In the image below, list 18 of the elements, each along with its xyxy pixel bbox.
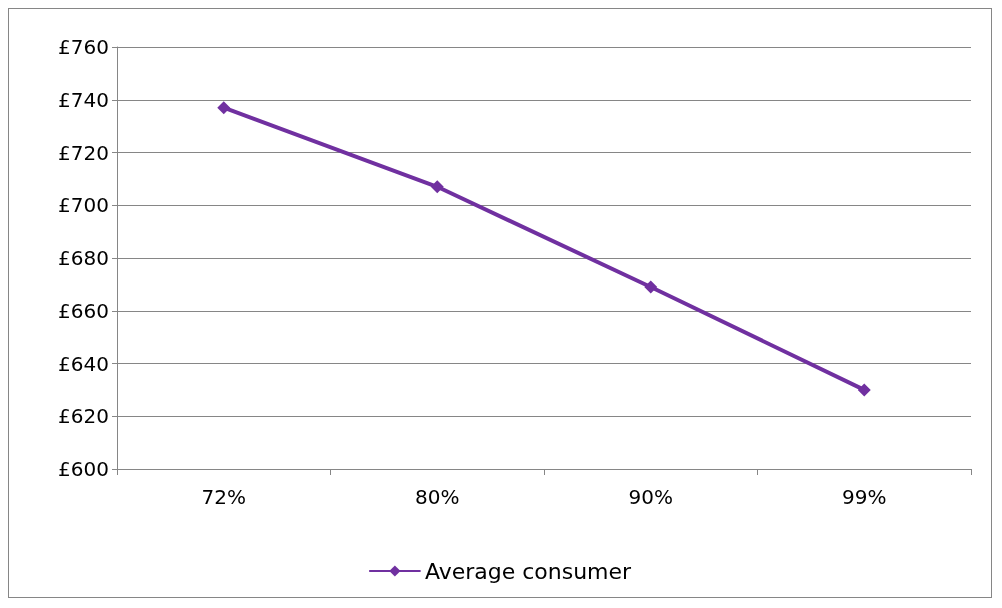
- x-tick-label: 80%: [415, 485, 460, 509]
- point: [217, 101, 231, 115]
- point: [430, 180, 444, 194]
- y-tick-label: £660: [58, 298, 109, 323]
- y-tick-label: £720: [58, 140, 109, 165]
- y-tick-label: £620: [58, 404, 109, 429]
- x-tick-label: 90%: [628, 485, 673, 509]
- y-tick-label: £680: [58, 246, 109, 270]
- point: [644, 280, 658, 294]
- y-tick-label: £760: [58, 35, 109, 59]
- y-tick-label: £740: [58, 87, 109, 112]
- x-tick-label: 72%: [201, 485, 246, 509]
- y-tick-label: £600: [58, 457, 109, 481]
- y-tick-label: £640: [58, 351, 109, 376]
- y-tick-label: £700: [58, 193, 109, 218]
- x-tick-label: 99%: [842, 485, 887, 509]
- legend-label: Average consumer: [424, 558, 633, 584]
- point: [857, 383, 871, 397]
